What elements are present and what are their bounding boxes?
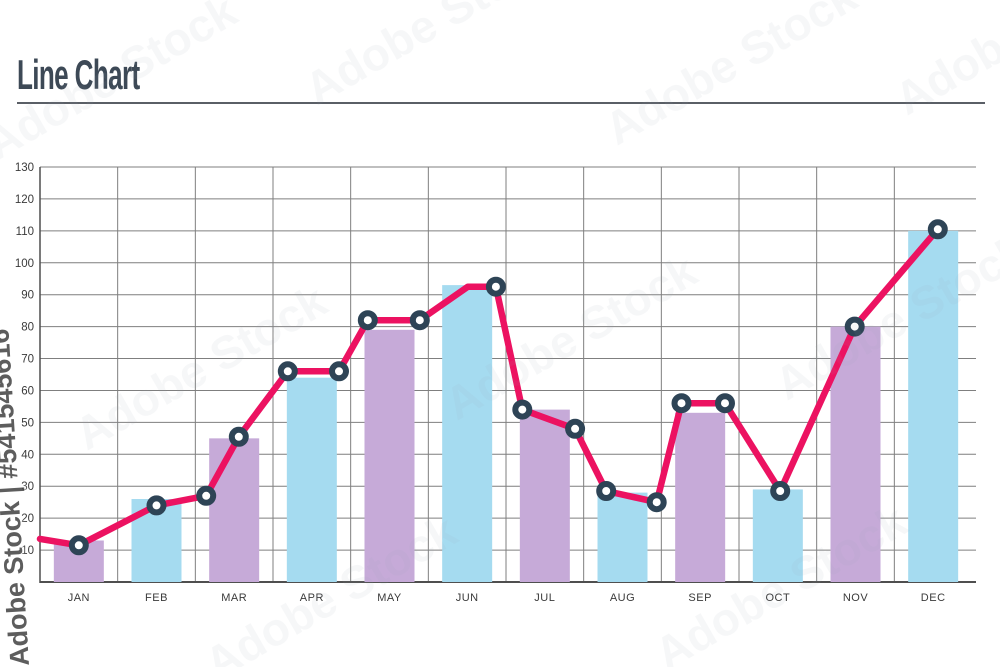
x-tick-label: MAY [377, 592, 402, 604]
watermark-tile-text: Adobe Stock [595, 0, 866, 155]
x-tick-label: JAN [68, 592, 90, 604]
bar-may [364, 329, 415, 582]
data-point-marker [715, 393, 735, 414]
x-tick-label: SEP [688, 592, 712, 604]
data-point-marker [596, 481, 617, 501]
x-tick-label: MAR [221, 592, 247, 604]
y-tick-label: 80 [21, 322, 34, 334]
x-tick-label: FEB [145, 592, 168, 604]
data-point-marker [146, 495, 167, 516]
data-point-marker [409, 310, 430, 331]
y-tick-label: 10 [21, 545, 34, 557]
data-point-marker [646, 492, 667, 513]
watermark-tile-text: Adobe Stock [295, 0, 566, 115]
data-point-marker [357, 310, 378, 331]
data-point-marker [485, 276, 506, 297]
y-tick-label: 110 [16, 226, 34, 238]
y-tick-label: 100 [15, 258, 34, 270]
y-tick-label: 20 [21, 513, 34, 525]
watermark-tile-text: Adobe Stock [885, 0, 1000, 125]
chart-canvas: 10 20 30 40 50 60 70 80 90 100 110 120 130 JAN FEB MAR A… [15, 162, 976, 604]
x-tick-label: NOV [843, 592, 869, 604]
y-tick-label: 90 [21, 290, 34, 302]
bar-mar [209, 438, 260, 582]
x-tick-label: DEC [921, 592, 946, 604]
x-tick-label: JUL [534, 592, 555, 604]
bar-sep [675, 412, 726, 582]
y-tick-label: 70 [21, 354, 34, 366]
data-point-marker [927, 219, 948, 240]
data-point-marker [844, 316, 865, 337]
y-tick-label: 30 [21, 481, 34, 493]
page-title: Line Chart [17, 51, 140, 98]
bar-apr [286, 377, 337, 582]
data-point-marker [671, 393, 692, 414]
data-point-marker [196, 485, 217, 506]
y-tick-label: 50 [21, 417, 34, 429]
data-point-marker [228, 426, 249, 447]
data-point-marker [68, 535, 89, 556]
data-point-marker [329, 361, 349, 382]
y-tick-label: 120 [15, 194, 34, 206]
bar-dec [908, 230, 959, 583]
x-tick-label: APR [300, 592, 324, 604]
y-tick-label: 60 [21, 385, 34, 397]
x-tick-label: AUG [610, 592, 635, 604]
bar-jun [442, 285, 493, 582]
data-point-marker [512, 399, 533, 420]
data-point-marker [770, 481, 791, 501]
bar-aug [597, 492, 648, 582]
x-tick-label: JUN [456, 592, 479, 604]
data-point-marker [565, 418, 586, 439]
x-tick-label: OCT [765, 592, 790, 604]
y-tick-label: 40 [21, 449, 34, 461]
title-divider [17, 102, 985, 104]
bar-jul [519, 409, 570, 582]
bar-oct [752, 489, 803, 582]
y-tick-label: 130 [15, 162, 34, 174]
data-point-marker [277, 361, 298, 382]
